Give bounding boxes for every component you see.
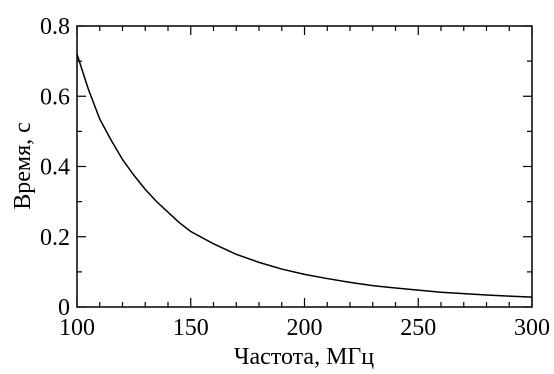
y-axis-ticks bbox=[77, 25, 532, 308]
y-tick-label: 0 bbox=[58, 295, 70, 321]
y-tick-label: 0.6 bbox=[40, 84, 70, 110]
data-line bbox=[76, 53, 533, 298]
y-axis-label: Время, с bbox=[10, 122, 36, 210]
x-tick-label: 150 bbox=[173, 315, 209, 341]
x-axis-tick-labels: 100 150 200 250 300 bbox=[59, 315, 550, 341]
y-axis-tick-labels: 0 0.2 0.4 0.6 0.8 bbox=[40, 14, 70, 321]
x-axis-label: Частота, МГц bbox=[234, 344, 374, 370]
y-tick-label: 0.4 bbox=[40, 155, 70, 181]
plot-frame bbox=[76, 25, 533, 308]
x-tick-label: 250 bbox=[400, 315, 436, 341]
x-tick-label: 100 bbox=[59, 315, 95, 341]
x-axis-ticks bbox=[76, 26, 533, 307]
y-tick-label: 0.8 bbox=[40, 14, 70, 40]
x-tick-label: 300 bbox=[514, 315, 550, 341]
x-tick-label: 200 bbox=[287, 315, 323, 341]
y-tick-label: 0.2 bbox=[40, 225, 70, 251]
